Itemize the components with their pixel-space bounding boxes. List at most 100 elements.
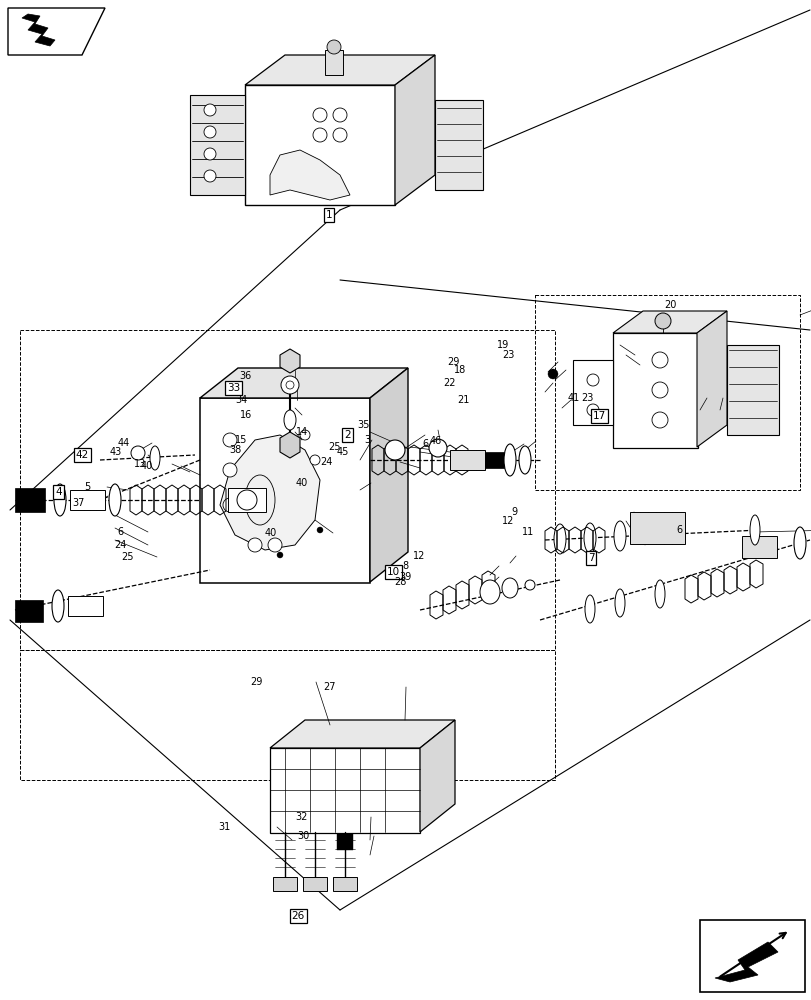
Text: 24: 24 xyxy=(320,457,333,467)
Ellipse shape xyxy=(613,521,625,551)
Polygon shape xyxy=(270,150,350,200)
Bar xyxy=(449,450,484,470)
Polygon shape xyxy=(200,368,407,398)
Bar xyxy=(333,877,357,891)
Text: 5: 5 xyxy=(84,482,90,492)
Circle shape xyxy=(204,126,216,138)
Bar xyxy=(15,600,43,622)
Text: 14: 14 xyxy=(295,427,308,437)
Circle shape xyxy=(247,538,262,552)
Bar xyxy=(15,488,45,512)
Text: 43: 43 xyxy=(109,447,122,457)
Bar xyxy=(612,333,697,448)
Bar xyxy=(245,85,394,205)
Circle shape xyxy=(299,430,310,440)
Polygon shape xyxy=(370,368,407,582)
Text: 18: 18 xyxy=(453,365,466,375)
Text: 6: 6 xyxy=(676,525,682,535)
Circle shape xyxy=(547,369,557,379)
Polygon shape xyxy=(22,14,55,46)
Text: 22: 22 xyxy=(442,378,455,388)
Bar xyxy=(303,877,327,891)
Bar xyxy=(270,748,419,833)
Text: 31: 31 xyxy=(218,822,231,832)
Bar xyxy=(629,512,684,544)
Bar xyxy=(228,488,266,512)
Circle shape xyxy=(204,148,216,160)
Text: 20: 20 xyxy=(663,300,676,310)
Circle shape xyxy=(586,404,599,416)
Text: 42: 42 xyxy=(75,450,88,460)
Text: 28: 28 xyxy=(393,577,406,587)
Bar xyxy=(324,50,342,75)
Circle shape xyxy=(281,376,298,394)
Text: 10: 10 xyxy=(387,567,400,577)
Text: 44: 44 xyxy=(117,438,130,448)
Text: 21: 21 xyxy=(457,395,470,405)
Text: 13: 13 xyxy=(133,459,146,469)
Text: 29: 29 xyxy=(250,677,263,687)
Circle shape xyxy=(651,352,667,368)
Text: 30: 30 xyxy=(297,831,310,841)
Text: 45: 45 xyxy=(336,447,349,457)
Text: 19: 19 xyxy=(496,340,509,350)
Polygon shape xyxy=(714,942,777,982)
Text: 15: 15 xyxy=(234,435,247,445)
Bar xyxy=(726,345,778,435)
Text: 38: 38 xyxy=(229,445,242,455)
Text: 11: 11 xyxy=(521,527,534,537)
Polygon shape xyxy=(696,311,726,447)
Text: 27: 27 xyxy=(323,682,336,692)
Circle shape xyxy=(223,433,237,447)
Circle shape xyxy=(277,552,283,558)
Circle shape xyxy=(525,580,534,590)
Circle shape xyxy=(654,313,670,329)
Ellipse shape xyxy=(793,527,805,559)
Circle shape xyxy=(204,104,216,116)
Circle shape xyxy=(651,412,667,428)
Text: 40: 40 xyxy=(264,528,277,538)
Polygon shape xyxy=(280,349,299,373)
Ellipse shape xyxy=(553,524,565,554)
Bar xyxy=(435,100,483,190)
Text: 7: 7 xyxy=(587,553,594,563)
Text: 40: 40 xyxy=(140,461,153,471)
Circle shape xyxy=(333,128,346,142)
Bar xyxy=(699,920,804,992)
Text: 32: 32 xyxy=(294,812,307,822)
Text: 17: 17 xyxy=(592,411,605,421)
Text: 3: 3 xyxy=(364,435,371,445)
Bar xyxy=(272,877,297,891)
Text: 6: 6 xyxy=(117,527,123,537)
Circle shape xyxy=(312,108,327,122)
Text: 26: 26 xyxy=(291,911,304,921)
Ellipse shape xyxy=(52,590,64,622)
Circle shape xyxy=(131,446,145,460)
Bar xyxy=(741,536,776,558)
Bar xyxy=(337,834,353,850)
Text: 36: 36 xyxy=(238,371,251,381)
Circle shape xyxy=(428,439,446,457)
Circle shape xyxy=(237,490,257,510)
Circle shape xyxy=(316,527,323,533)
Polygon shape xyxy=(220,435,320,550)
Text: 40: 40 xyxy=(294,478,307,488)
Polygon shape xyxy=(245,55,435,85)
Bar xyxy=(68,596,103,616)
Text: 34: 34 xyxy=(234,395,247,405)
Bar xyxy=(484,452,504,468)
Circle shape xyxy=(223,463,237,477)
Text: 46: 46 xyxy=(428,436,441,446)
Polygon shape xyxy=(394,55,435,205)
Ellipse shape xyxy=(654,580,664,608)
Text: 12: 12 xyxy=(501,516,514,526)
Text: 12: 12 xyxy=(412,551,425,561)
Text: 2: 2 xyxy=(344,430,350,440)
Text: 1: 1 xyxy=(325,210,332,220)
Bar xyxy=(190,95,245,195)
Circle shape xyxy=(651,382,667,398)
Circle shape xyxy=(586,374,599,386)
Circle shape xyxy=(223,498,237,512)
Ellipse shape xyxy=(109,484,121,516)
Text: 6: 6 xyxy=(422,439,428,449)
